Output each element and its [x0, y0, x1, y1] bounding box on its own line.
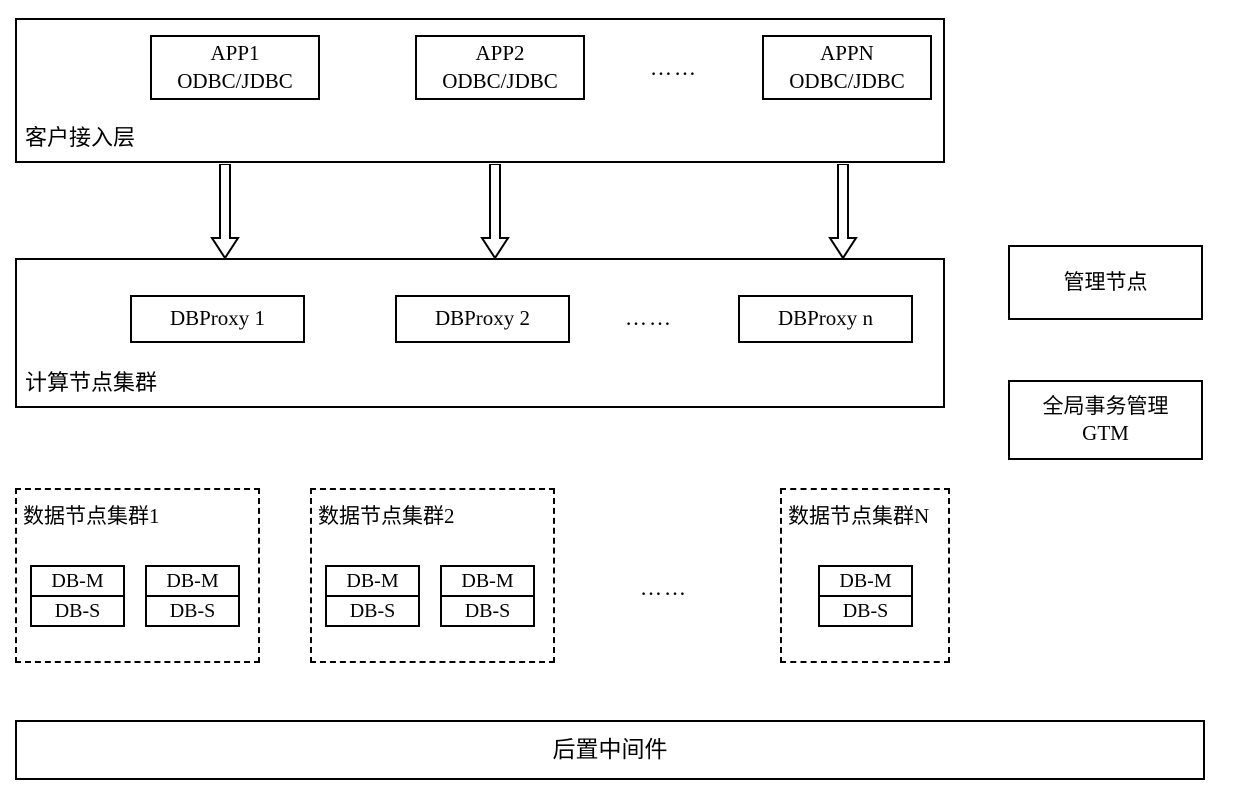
dbproxy-n-label: DBProxy n [778, 305, 873, 332]
db-m-2b: DB-M [440, 565, 535, 597]
db-m-1a: DB-M [30, 565, 125, 597]
dbproxy-n: DBProxy n [738, 295, 913, 343]
arrow-3 [825, 164, 861, 260]
appn-line2: ODBC/JDBC [789, 69, 905, 93]
management-node-label: 管理节点 [1064, 269, 1148, 296]
dbproxy-1-label: DBProxy 1 [170, 305, 265, 332]
compute-layer-label: 计算节点集群 [25, 365, 157, 397]
client-layer-label: 客户接入层 [25, 120, 135, 152]
cluster-ellipsis: …… [640, 575, 688, 601]
db-m-na: DB-M [818, 565, 913, 597]
proxy-ellipsis: …… [625, 305, 673, 331]
dbproxy-2: DBProxy 2 [395, 295, 570, 343]
data-cluster-2-label: 数据节点集群2 [318, 500, 455, 530]
app-box-2: APP2 ODBC/JDBC [415, 35, 585, 100]
app-box-1: APP1 ODBC/JDBC [150, 35, 320, 100]
app2-line1: APP2 [475, 41, 524, 65]
app-ellipsis: …… [650, 55, 698, 81]
db-s-1b: DB-S [145, 595, 240, 627]
dbproxy-1: DBProxy 1 [130, 295, 305, 343]
db-pair-2a: DB-M DB-S [325, 565, 420, 629]
app1-line1: APP1 [210, 41, 259, 65]
arrow-2 [477, 164, 513, 260]
data-cluster-1-label: 数据节点集群1 [23, 500, 160, 530]
data-cluster-n-label: 数据节点集群N [788, 500, 929, 530]
db-m-2a: DB-M [325, 565, 420, 597]
management-node: 管理节点 [1008, 245, 1203, 320]
middleware-label: 后置中间件 [553, 735, 668, 765]
appn-line1: APPN [820, 41, 874, 65]
arrow-1 [207, 164, 243, 260]
db-m-1b: DB-M [145, 565, 240, 597]
app-box-n: APPN ODBC/JDBC [762, 35, 932, 100]
db-pair-na: DB-M DB-S [818, 565, 913, 629]
dbproxy-2-label: DBProxy 2 [435, 305, 530, 332]
gtm-line2: GTM [1082, 421, 1129, 445]
db-s-2b: DB-S [440, 595, 535, 627]
db-pair-1b: DB-M DB-S [145, 565, 240, 629]
db-s-1a: DB-S [30, 595, 125, 627]
gtm-line1: 全局事务管理 [1043, 394, 1169, 418]
app2-line2: ODBC/JDBC [442, 69, 558, 93]
app1-line2: ODBC/JDBC [177, 69, 293, 93]
middleware-box: 后置中间件 [15, 720, 1205, 780]
gtm-node: 全局事务管理 GTM [1008, 380, 1203, 460]
db-pair-1a: DB-M DB-S [30, 565, 125, 629]
db-s-2a: DB-S [325, 595, 420, 627]
db-s-na: DB-S [818, 595, 913, 627]
db-pair-2b: DB-M DB-S [440, 565, 535, 629]
